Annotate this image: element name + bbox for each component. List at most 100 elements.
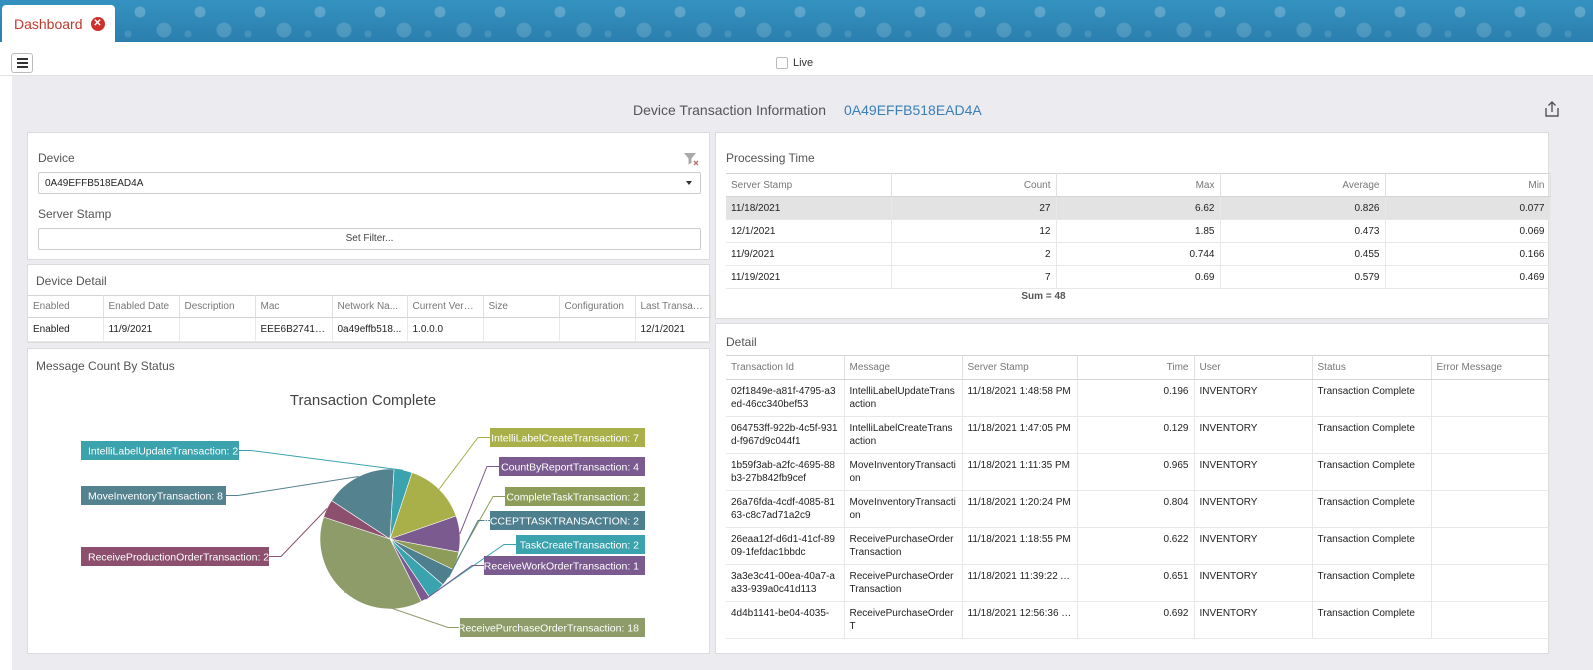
chevron-down-icon xyxy=(686,181,692,185)
pie-label: IntelliLabelUpdateTransaction: 2 xyxy=(88,446,238,458)
table-row[interactable]: 11/19/2021 7 0.69 0.579 0.469 xyxy=(726,265,1551,289)
table-row[interactable]: 26a76fda-4cdf-4085-8163-c8c7ad71a2c9 Move… xyxy=(726,490,1550,528)
table-cell: 0.196 xyxy=(1077,379,1195,417)
table-cell xyxy=(1431,416,1550,454)
table-cell: Transaction Complete xyxy=(1312,601,1432,639)
table-cell: 11/18/2021 1:47:05 PM xyxy=(962,416,1078,454)
table-row[interactable]: 4d4b1141-be04-4035- ReceivePurchaseOrderT… xyxy=(726,601,1550,639)
table-cell xyxy=(179,317,256,342)
table-cell: 0.692 xyxy=(1077,601,1195,639)
table-cell: 0.622 xyxy=(1077,527,1195,565)
table-cell: ReceivePurchaseOrderTransaction xyxy=(844,564,963,602)
table-row[interactable]: 11/18/2021 27 6.62 0.826 0.077 xyxy=(726,196,1551,220)
column-header[interactable]: Enabled xyxy=(28,295,104,318)
pie-leader-line xyxy=(436,544,516,592)
sum-summary: Sum = 48 xyxy=(1021,291,1066,302)
column-header[interactable]: Message xyxy=(844,355,963,380)
pie-label: CompleteTaskTransaction: 2 xyxy=(506,492,639,504)
device-select[interactable]: 0A49EFFB518EAD4A xyxy=(38,172,701,194)
pie-leader-line xyxy=(438,437,490,490)
column-header[interactable]: Error Message xyxy=(1431,355,1550,380)
device-select-value: 0A49EFFB518EAD4A xyxy=(45,178,144,189)
column-header[interactable]: Last Transati... xyxy=(635,295,711,318)
column-header[interactable]: Current Versi... xyxy=(407,295,484,318)
table-row[interactable]: 26eaa12f-d6d1-41cf-8909-1fefdac1bbdc Rece… xyxy=(726,527,1550,565)
filter-clear-icon[interactable] xyxy=(683,151,699,167)
table-cell: 12 xyxy=(891,219,1057,243)
table-cell: 27 xyxy=(891,196,1057,220)
table-row[interactable]: Enabled 11/9/2021 EEE6B274109D 0a49effb5… xyxy=(28,317,711,342)
close-icon[interactable]: ✕ xyxy=(90,17,105,31)
table-cell: 11/18/2021 1:11:35 PM xyxy=(962,453,1078,491)
tab-dashboard[interactable]: Dashboard ✕ xyxy=(2,5,115,43)
device-filter-panel: Device 0A49EFFB518EAD4A Server Stamp Set… xyxy=(27,132,710,260)
set-filter-button[interactable]: Set Filter... xyxy=(38,228,701,250)
page-header: Device Transaction Information 0A49EFFB5… xyxy=(12,76,1593,132)
table-cell: INVENTORY xyxy=(1194,490,1313,528)
table-cell xyxy=(1431,379,1550,417)
table-cell: 11/18/2021 xyxy=(726,196,892,220)
table-row[interactable]: 12/1/2021 12 1.85 0.473 0.069 xyxy=(726,219,1551,243)
table-cell: 3a3e3c41-00ea-40a7-aa33-939a0c41d113 xyxy=(726,564,845,602)
table-cell: INVENTORY xyxy=(1194,453,1313,491)
table-cell xyxy=(559,317,636,342)
table-row[interactable]: 11/9/2021 2 0.744 0.455 0.166 xyxy=(726,242,1551,266)
pie-label: IntelliLabelCreateTransaction: 7 xyxy=(491,433,639,445)
column-header[interactable]: Server Stamp xyxy=(726,173,892,197)
column-header[interactable]: Transaction Id xyxy=(726,355,845,380)
table-cell: 02f1849e-a81f-4795-a3ed-46cc340bef53 xyxy=(726,379,845,417)
hamburger-menu-icon[interactable] xyxy=(11,53,33,73)
table-cell: Transaction Complete xyxy=(1312,416,1432,454)
page-device-id: 0A49EFFB518EAD4A xyxy=(844,102,982,118)
table-cell: 6.62 xyxy=(1056,196,1221,220)
share-icon[interactable] xyxy=(1543,100,1561,118)
column-header[interactable]: User xyxy=(1194,355,1313,380)
column-header[interactable]: Description xyxy=(179,295,256,318)
table-cell xyxy=(1431,564,1550,602)
table-row[interactable]: 3a3e3c41-00ea-40a7-aa33-939a0c41d113 Rece… xyxy=(726,564,1550,602)
table-cell: Transaction Complete xyxy=(1312,564,1432,602)
column-header[interactable]: Status xyxy=(1312,355,1432,380)
pie-label-box xyxy=(484,556,645,575)
table-cell: 12/1/2021 xyxy=(726,219,892,243)
live-checkbox[interactable] xyxy=(776,57,788,69)
column-header[interactable]: Configuration xyxy=(559,295,636,318)
table-cell: 064753ff-922b-4c5f-931d-f967d9c044f1 xyxy=(726,416,845,454)
detail-table-scroll[interactable]: Transaction Id Message Server Stamp Time… xyxy=(726,355,1550,645)
live-toggle[interactable]: Live xyxy=(776,57,813,69)
column-header[interactable]: Min xyxy=(1385,173,1551,197)
pie-leader-line xyxy=(269,508,328,557)
column-header[interactable]: Count xyxy=(891,173,1057,197)
pie-label: ReceivePurchaseOrderTransaction: 18 xyxy=(458,623,639,635)
table-cell xyxy=(483,317,560,342)
table-cell: INVENTORY xyxy=(1194,379,1313,417)
live-label: Live xyxy=(793,57,814,69)
table-cell: 0.469 xyxy=(1385,265,1551,289)
pie-label-box xyxy=(490,428,645,447)
column-header[interactable]: Size xyxy=(483,295,560,318)
table-row[interactable]: 1b59f3ab-a2fc-4695-88b3-27b842fb9cef Move… xyxy=(726,453,1550,491)
table-row[interactable]: 02f1849e-a81f-4795-a3ed-46cc340bef53 Inte… xyxy=(726,379,1550,417)
column-header[interactable]: Network Na... xyxy=(332,295,408,318)
table-cell: 11/18/2021 1:20:24 PM xyxy=(962,490,1078,528)
column-header[interactable]: Mac xyxy=(255,295,333,318)
table-cell: 0.826 xyxy=(1220,196,1386,220)
pie-label-box xyxy=(81,486,226,505)
pie-leader-line xyxy=(226,475,359,496)
table-cell: Enabled xyxy=(28,317,104,342)
pie-leader-line xyxy=(239,450,404,471)
column-header[interactable]: Max xyxy=(1056,173,1221,197)
column-header[interactable]: Server Stamp xyxy=(962,355,1078,380)
column-header[interactable]: Enabled Date xyxy=(103,295,180,318)
table-cell xyxy=(1431,453,1550,491)
table-cell: ReceivePurchaseOrderT xyxy=(844,601,963,639)
device-detail-title: Device Detail xyxy=(36,274,107,288)
table-row[interactable]: 064753ff-922b-4c5f-931d-f967d9c044f1 Inte… xyxy=(726,416,1550,454)
table-cell xyxy=(1431,601,1550,639)
column-header[interactable]: Time xyxy=(1077,355,1195,380)
table-cell: 0.579 xyxy=(1220,265,1386,289)
table-cell: INVENTORY xyxy=(1194,416,1313,454)
table-cell: Transaction Complete xyxy=(1312,490,1432,528)
server-stamp-label: Server Stamp xyxy=(38,207,112,221)
column-header[interactable]: Average xyxy=(1220,173,1386,197)
